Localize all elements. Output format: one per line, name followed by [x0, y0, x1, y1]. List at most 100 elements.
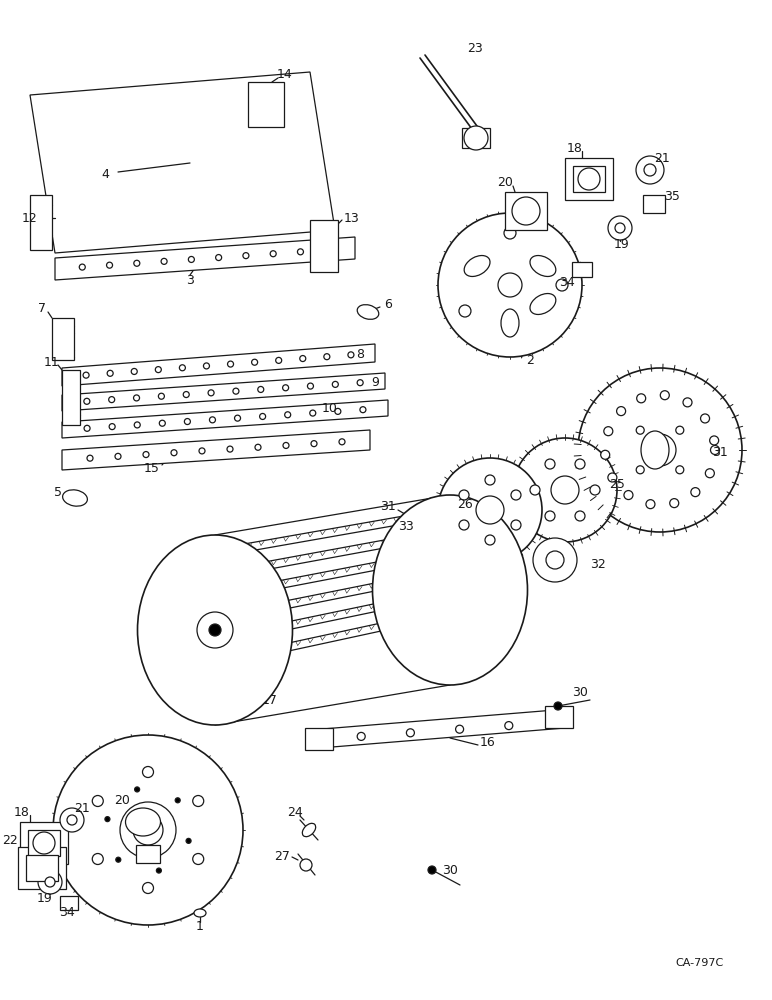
Text: 33: 33: [398, 520, 414, 534]
Circle shape: [636, 426, 644, 434]
Ellipse shape: [530, 294, 556, 314]
Text: 34: 34: [59, 906, 75, 918]
Circle shape: [131, 368, 137, 374]
Bar: [20, 822, 68, 864]
Circle shape: [208, 390, 214, 396]
Circle shape: [134, 787, 140, 792]
Circle shape: [199, 448, 205, 454]
Bar: [26, 855, 58, 881]
Circle shape: [188, 256, 195, 262]
Text: 20: 20: [497, 176, 513, 190]
Text: 2: 2: [526, 354, 534, 366]
Circle shape: [255, 444, 261, 450]
Circle shape: [530, 485, 540, 495]
Text: 15: 15: [144, 462, 160, 475]
Circle shape: [258, 386, 264, 392]
Circle shape: [332, 381, 338, 387]
Text: 32: 32: [590, 558, 606, 572]
Circle shape: [215, 255, 222, 261]
Ellipse shape: [501, 309, 519, 337]
Circle shape: [204, 363, 209, 369]
Bar: [248, 82, 284, 127]
Text: 31: 31: [712, 446, 728, 458]
Ellipse shape: [194, 909, 206, 917]
Text: 14: 14: [277, 68, 293, 82]
Text: 17: 17: [262, 694, 278, 706]
Ellipse shape: [641, 431, 669, 469]
Polygon shape: [30, 72, 335, 253]
Text: 3: 3: [186, 273, 194, 286]
Circle shape: [551, 476, 579, 504]
Text: 5: 5: [54, 486, 62, 498]
Ellipse shape: [357, 305, 379, 319]
Circle shape: [193, 854, 204, 864]
Circle shape: [636, 466, 644, 474]
Bar: [18, 847, 66, 889]
Circle shape: [235, 415, 241, 421]
Circle shape: [158, 393, 164, 399]
Ellipse shape: [464, 256, 490, 276]
Bar: [572, 262, 592, 277]
Circle shape: [676, 466, 684, 474]
Circle shape: [283, 385, 289, 391]
Circle shape: [485, 535, 495, 545]
Circle shape: [464, 126, 488, 150]
Circle shape: [209, 417, 215, 423]
Ellipse shape: [530, 256, 556, 276]
Circle shape: [259, 413, 266, 419]
Circle shape: [183, 392, 189, 398]
Circle shape: [624, 491, 633, 500]
Circle shape: [143, 882, 154, 894]
Circle shape: [300, 356, 306, 362]
Circle shape: [270, 251, 276, 257]
Circle shape: [511, 520, 521, 530]
Bar: [573, 166, 605, 192]
Circle shape: [660, 391, 669, 400]
Circle shape: [307, 383, 313, 389]
Circle shape: [60, 808, 84, 832]
Text: 11: 11: [44, 356, 60, 368]
Text: 30: 30: [442, 863, 458, 876]
Circle shape: [709, 436, 719, 445]
Bar: [60, 896, 78, 910]
Polygon shape: [62, 430, 370, 470]
Ellipse shape: [137, 535, 293, 725]
Circle shape: [676, 426, 684, 434]
Bar: [28, 830, 60, 856]
Polygon shape: [62, 344, 375, 386]
Text: 1: 1: [196, 920, 204, 932]
Text: 13: 13: [344, 212, 360, 225]
Text: 18: 18: [14, 806, 30, 818]
Circle shape: [233, 388, 239, 394]
Text: 22: 22: [2, 834, 18, 846]
Text: 23: 23: [467, 41, 482, 54]
Circle shape: [84, 425, 90, 431]
Bar: [305, 728, 333, 750]
Circle shape: [339, 439, 345, 445]
Circle shape: [109, 424, 115, 430]
Circle shape: [476, 496, 504, 524]
Circle shape: [80, 264, 85, 270]
Polygon shape: [62, 400, 388, 438]
Bar: [505, 192, 547, 230]
Circle shape: [143, 452, 149, 458]
Circle shape: [670, 499, 679, 508]
Circle shape: [84, 398, 90, 404]
Circle shape: [193, 796, 204, 806]
Ellipse shape: [373, 495, 527, 685]
Circle shape: [93, 854, 103, 864]
Circle shape: [357, 380, 363, 386]
Circle shape: [143, 766, 154, 778]
Text: 35: 35: [664, 190, 680, 204]
Circle shape: [171, 450, 177, 456]
Text: 30: 30: [572, 686, 588, 700]
Text: 8: 8: [356, 349, 364, 361]
Circle shape: [683, 398, 692, 407]
Circle shape: [107, 370, 113, 376]
Circle shape: [617, 407, 625, 416]
Circle shape: [691, 488, 700, 497]
Text: 21: 21: [654, 151, 670, 164]
Circle shape: [706, 469, 714, 478]
Circle shape: [646, 500, 655, 509]
Circle shape: [109, 397, 115, 403]
